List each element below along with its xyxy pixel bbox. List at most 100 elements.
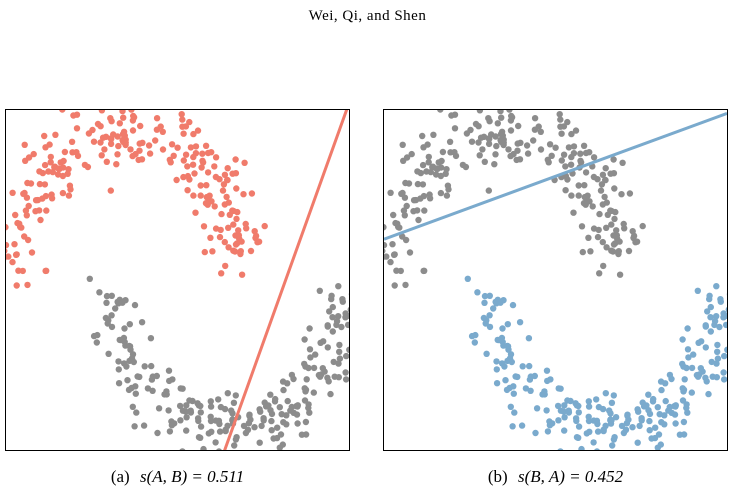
lower-moon-point xyxy=(195,417,202,425)
lower-moon-point xyxy=(339,296,346,303)
upper-moon-point xyxy=(439,148,447,156)
lower-moon-point xyxy=(486,312,493,319)
upper-moon-point xyxy=(197,192,204,199)
lower-moon-point xyxy=(555,417,562,424)
lower-moon-point xyxy=(134,373,141,380)
lower-moon-point xyxy=(232,392,239,399)
lower-moon-point xyxy=(335,283,342,290)
upper-moon-point xyxy=(194,127,202,134)
upper-moon-point xyxy=(601,193,608,201)
lower-moon-point xyxy=(121,338,128,346)
lower-moon-point xyxy=(231,442,238,449)
upper-moon-point xyxy=(192,209,199,216)
lower-moon-point xyxy=(620,429,628,437)
lower-moon-point xyxy=(187,409,195,416)
lower-moon-point xyxy=(267,407,274,414)
lower-moon-point xyxy=(342,310,349,317)
upper-moon-point xyxy=(21,141,28,148)
upper-moon-point xyxy=(438,157,445,165)
lower-moon-point xyxy=(493,366,500,373)
upper-moon-point xyxy=(19,267,26,275)
upper-moon-point xyxy=(558,130,565,137)
upper-moon-point xyxy=(397,267,404,275)
upper-moon-point xyxy=(387,258,394,266)
lower-moon-point xyxy=(328,292,335,299)
lower-moon-point xyxy=(713,283,720,290)
lower-moon-point xyxy=(251,424,258,431)
upper-moon-point xyxy=(97,123,104,130)
upper-moon-point xyxy=(136,147,143,154)
caption-a-math: s(A, B) = 0.511 xyxy=(139,467,245,486)
upper-moon-point xyxy=(222,262,229,270)
lower-moon-point xyxy=(326,308,333,315)
upper-moon-point xyxy=(108,118,115,125)
lower-moon-point xyxy=(276,404,283,411)
lower-moon-point xyxy=(279,441,286,448)
upper-moon-point xyxy=(20,190,27,197)
lower-moon-point xyxy=(125,386,133,394)
upper-moon-point xyxy=(226,211,233,218)
upper-moon-point xyxy=(590,225,598,232)
upper-moon-point xyxy=(476,152,483,159)
upper-moon-point xyxy=(186,118,193,126)
upper-moon-point xyxy=(202,142,210,149)
lower-moon-point xyxy=(96,289,103,296)
upper-moon-point xyxy=(419,181,427,188)
upper-moon-point xyxy=(590,154,598,161)
upper-moon-point xyxy=(560,151,568,158)
upper-moon-point xyxy=(191,170,198,177)
upper-moon-point xyxy=(174,144,181,151)
upper-moon-point xyxy=(625,247,633,255)
upper-moon-point xyxy=(64,170,71,177)
lower-moon-point xyxy=(716,323,723,331)
lower-moon-point xyxy=(319,365,326,372)
lower-moon-point xyxy=(261,399,268,406)
upper-moon-point xyxy=(30,150,37,158)
upper-moon-point xyxy=(498,114,505,121)
lower-moon-point xyxy=(486,323,494,331)
lower-moon-point xyxy=(585,417,593,425)
upper-moon-point xyxy=(611,185,618,192)
lower-moon-point xyxy=(518,422,526,429)
lower-moon-point xyxy=(516,319,524,326)
upper-moon-point xyxy=(178,111,185,118)
upper-moon-point xyxy=(396,224,403,231)
upper-moon-point xyxy=(446,138,454,145)
lower-moon-point xyxy=(207,398,214,405)
upper-moon-point xyxy=(212,154,220,161)
lower-moon-point xyxy=(502,377,509,384)
upper-moon-point xyxy=(514,140,521,147)
upper-moon-point xyxy=(120,114,127,121)
lower-moon-point xyxy=(527,387,534,394)
lower-moon-point xyxy=(215,396,222,403)
upper-moon-point xyxy=(233,215,240,223)
lower-moon-point xyxy=(697,365,704,372)
lower-moon-point xyxy=(512,373,519,380)
lower-moon-point xyxy=(561,427,568,434)
upper-moon-point xyxy=(211,203,218,210)
lower-moon-point xyxy=(610,392,617,399)
lower-moon-point xyxy=(646,417,653,425)
lower-moon-point xyxy=(526,376,534,383)
upper-moon-point xyxy=(232,232,239,239)
upper-moon-point xyxy=(604,211,611,218)
upper-moon-point xyxy=(218,270,225,277)
upper-moon-point xyxy=(451,111,459,118)
upper-moon-point xyxy=(116,120,124,127)
upper-moon-point xyxy=(101,146,108,153)
upper-moon-point xyxy=(55,165,62,172)
upper-moon-point xyxy=(570,209,577,216)
lower-moon-point xyxy=(342,369,349,376)
lower-moon-point xyxy=(720,369,727,376)
upper-moon-point xyxy=(197,182,204,189)
upper-moon-point xyxy=(384,224,387,231)
upper-moon-point xyxy=(626,190,634,197)
lower-moon-point xyxy=(132,390,139,397)
upper-moon-point xyxy=(421,267,428,274)
upper-moon-point xyxy=(507,127,515,134)
upper-moon-point xyxy=(41,181,49,188)
upper-moon-point xyxy=(408,150,415,158)
caption-b-math: s(B, A) = 0.452 xyxy=(517,467,624,486)
lower-moon-point xyxy=(183,402,190,409)
upper-moon-point xyxy=(73,111,81,118)
